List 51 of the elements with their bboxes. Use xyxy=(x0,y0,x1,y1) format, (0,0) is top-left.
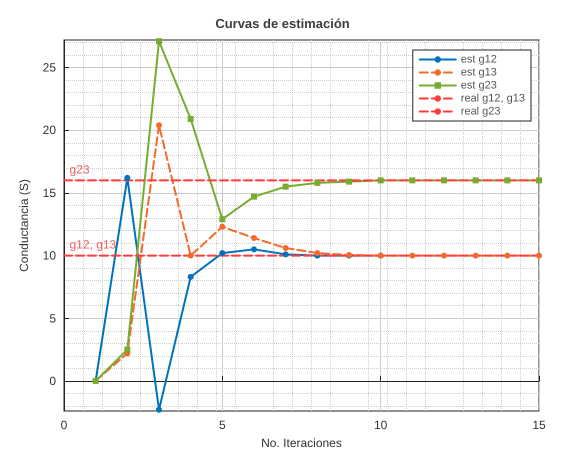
x-tick-label: 5 xyxy=(218,418,226,432)
y-tick-label: 0 xyxy=(49,374,56,388)
point xyxy=(504,252,510,259)
legend-label: est g13 xyxy=(460,66,497,78)
annotation: g12, g13 xyxy=(70,238,117,252)
legend-label: est g23 xyxy=(460,80,497,92)
legend-label: real g12, g13 xyxy=(460,92,525,104)
point xyxy=(124,174,130,181)
point xyxy=(188,274,194,280)
point xyxy=(219,250,226,256)
point xyxy=(346,178,352,185)
point xyxy=(124,346,130,353)
x-tick-label: 10 xyxy=(374,418,388,432)
y-tick-label: 25 xyxy=(42,60,56,75)
point xyxy=(251,194,257,200)
y-tick-label: 15 xyxy=(42,186,56,200)
point xyxy=(282,245,289,252)
point xyxy=(251,246,257,252)
point xyxy=(314,250,320,256)
point xyxy=(409,252,416,259)
x-tick-label: 0 xyxy=(60,418,68,432)
legend-label: est g12 xyxy=(460,54,497,66)
point xyxy=(409,177,416,184)
point xyxy=(251,235,257,242)
point xyxy=(188,252,194,259)
point xyxy=(441,252,447,259)
x-axis-title: No. Iteraciones xyxy=(261,436,342,450)
chart-title: Curvas de estimación xyxy=(215,16,350,31)
y-tick-label: 5 xyxy=(49,311,56,326)
point xyxy=(282,184,289,190)
point xyxy=(156,38,162,44)
point xyxy=(219,224,226,230)
point xyxy=(536,177,542,184)
point xyxy=(472,252,479,259)
point xyxy=(441,177,447,184)
point xyxy=(156,406,162,413)
point xyxy=(314,180,320,186)
point xyxy=(472,177,479,184)
annotation: g23 xyxy=(70,162,90,176)
point xyxy=(188,116,194,122)
point xyxy=(282,251,289,258)
y-tick-label: 20 xyxy=(42,123,56,138)
legend-label: real g23 xyxy=(460,106,501,118)
point xyxy=(536,252,542,259)
x-tick-label: 15 xyxy=(532,418,546,432)
point xyxy=(504,177,510,184)
point xyxy=(378,177,384,184)
point xyxy=(219,216,226,222)
point xyxy=(156,122,162,128)
y-axis-title: Conductancia (S) xyxy=(17,179,31,272)
y-tick-label: 10 xyxy=(42,248,56,263)
